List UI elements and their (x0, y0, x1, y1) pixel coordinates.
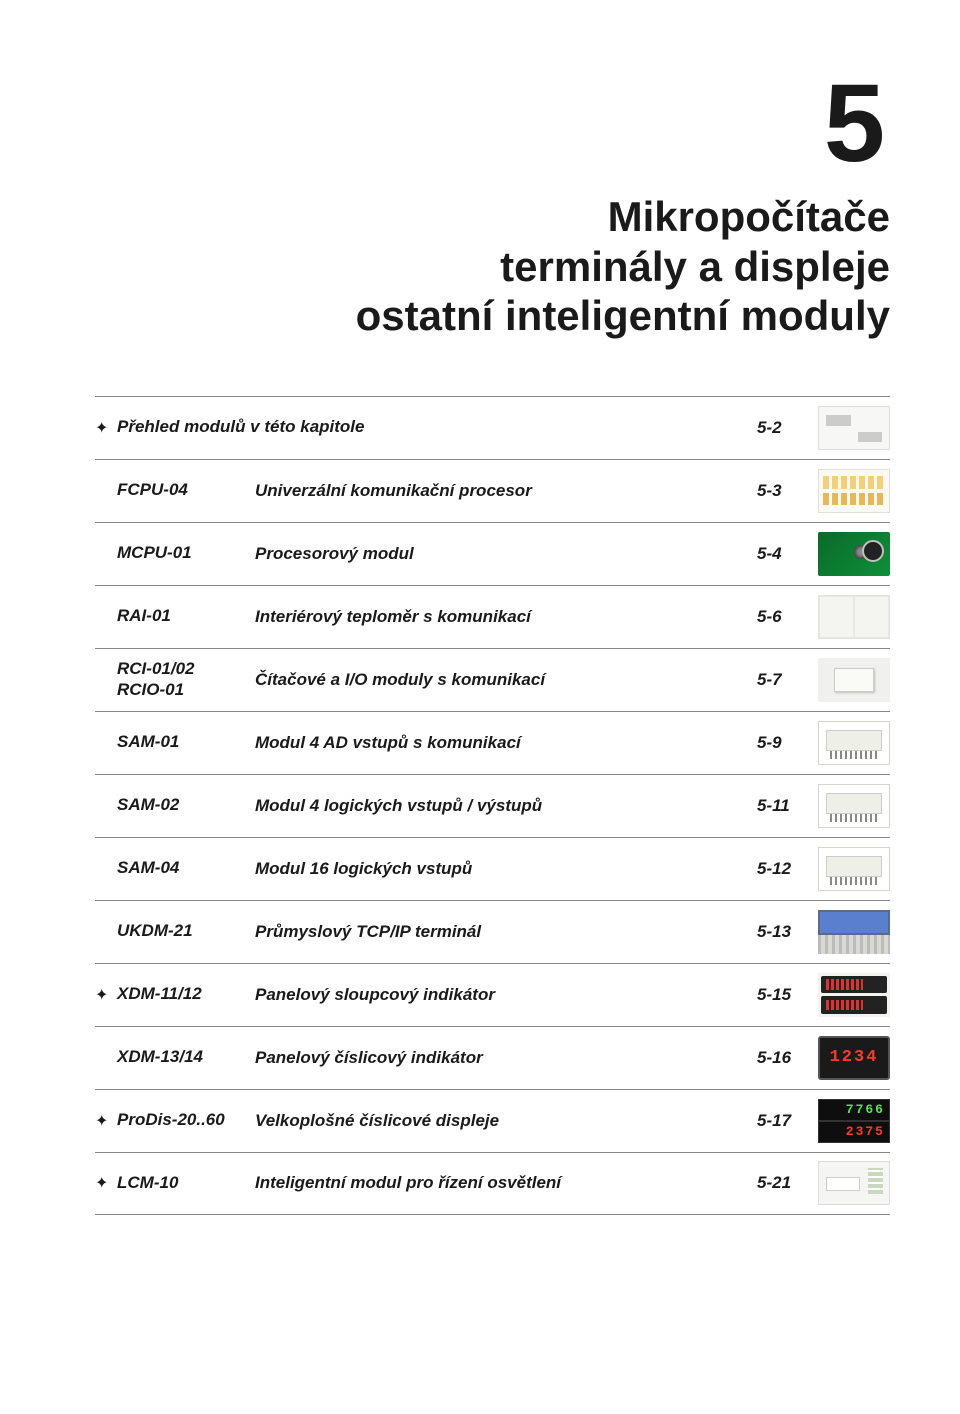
toc-page-number: 5-3 (757, 481, 812, 501)
toc-page-number: 5-17 (757, 1111, 812, 1131)
toc-page-number: 5-7 (757, 670, 812, 690)
toc-description: Průmyslový TCP/IP terminál (255, 922, 757, 942)
toc-page-number: 5-12 (757, 859, 812, 879)
toc-page-number: 5-2 (757, 418, 812, 438)
toc-page-number: 5-9 (757, 733, 812, 753)
toc-page-number: 5-6 (757, 607, 812, 627)
new-item-star-icon: ✦ (95, 1111, 117, 1131)
toc-model: ProDis-20..60 (117, 1110, 255, 1130)
toc-description: Modul 4 logických vstupů / výstupů (255, 796, 757, 816)
toc-model: RCI-01/02RCIO-01 (117, 659, 255, 700)
toc-model: MCPU-01 (117, 543, 255, 563)
toc-row: ✦ProDis-20..60Velkoplošné číslicové disp… (95, 1089, 890, 1152)
toc-thumbnail (818, 910, 890, 954)
toc-thumbnail: 77662375 (818, 1099, 890, 1143)
chapter-subtitle: Mikropočítače terminály a displeje ostat… (95, 192, 890, 341)
toc-model: Přehled modulů v této kapitole (117, 417, 757, 437)
toc-model: SAM-04 (117, 858, 255, 878)
toc-thumbnail (818, 658, 890, 702)
toc-row: SAM-02Modul 4 logických vstupů / výstupů… (95, 774, 890, 837)
toc-model: SAM-01 (117, 732, 255, 752)
toc-model: FCPU-04 (117, 480, 255, 500)
toc-thumbnail (818, 847, 890, 891)
toc-row: ✦LCM-10Inteligentní modul pro řízení osv… (95, 1152, 890, 1215)
toc-page-number: 5-4 (757, 544, 812, 564)
new-item-star-icon: ✦ (95, 418, 117, 438)
toc-thumbnail (818, 469, 890, 513)
toc-description: Čítačové a I/O moduly s komunikací (255, 670, 757, 690)
toc-page-number: 5-11 (757, 796, 812, 816)
toc-row: ✦Přehled modulů v této kapitole5-2 (95, 396, 890, 459)
toc-row: SAM-04Modul 16 logických vstupů5-12 (95, 837, 890, 900)
new-item-star-icon: ✦ (95, 1173, 117, 1193)
toc-model: UKDM-21 (117, 921, 255, 941)
table-of-contents: ✦Přehled modulů v této kapitole5-2FCPU-0… (95, 396, 890, 1215)
new-item-star-icon: ✦ (95, 985, 117, 1005)
toc-thumbnail (818, 532, 890, 576)
toc-page-number: 5-16 (757, 1048, 812, 1068)
toc-row: RAI-01Interiérový teploměr s komunikací5… (95, 585, 890, 648)
subtitle-line-1: Mikropočítače (608, 193, 890, 240)
toc-page-number: 5-13 (757, 922, 812, 942)
toc-thumbnail (818, 784, 890, 828)
toc-description: Interiérový teploměr s komunikací (255, 607, 757, 627)
toc-row: SAM-01Modul 4 AD vstupů s komunikací5-9 (95, 711, 890, 774)
toc-description: Procesorový modul (255, 544, 757, 564)
toc-model: RAI-01 (117, 606, 255, 626)
toc-row: ✦XDM-11/12Panelový sloupcový indikátor5-… (95, 963, 890, 1026)
toc-page-number: 5-21 (757, 1173, 812, 1193)
toc-thumbnail (818, 406, 890, 450)
toc-page-number: 5-15 (757, 985, 812, 1005)
toc-row: MCPU-01Procesorový modul5-4 (95, 522, 890, 585)
toc-thumbnail (818, 973, 890, 1017)
toc-model: XDM-13/14 (117, 1047, 255, 1067)
toc-row: XDM-13/14Panelový číslicový indikátor5-1… (95, 1026, 890, 1089)
toc-description: Velkoplošné číslicové displeje (255, 1111, 757, 1131)
subtitle-line-2: terminály a displeje (500, 243, 890, 290)
toc-model: SAM-02 (117, 795, 255, 815)
toc-description: Modul 16 logických vstupů (255, 859, 757, 879)
toc-row: FCPU-04Univerzální komunikační procesor5… (95, 459, 890, 522)
toc-description: Inteligentní modul pro řízení osvětlení (255, 1173, 757, 1193)
toc-description: Modul 4 AD vstupů s komunikací (255, 733, 757, 753)
toc-thumbnail (818, 721, 890, 765)
toc-row: UKDM-21Průmyslový TCP/IP terminál5-13 (95, 900, 890, 963)
toc-model: LCM-10 (117, 1173, 255, 1193)
toc-description: Panelový sloupcový indikátor (255, 985, 757, 1005)
toc-description: Univerzální komunikační procesor (255, 481, 757, 501)
subtitle-line-3: ostatní inteligentní moduly (356, 292, 890, 339)
toc-model: XDM-11/12 (117, 984, 255, 1004)
toc-thumbnail (818, 1161, 890, 1205)
toc-row: RCI-01/02RCIO-01Čítačové a I/O moduly s … (95, 648, 890, 711)
toc-description: Panelový číslicový indikátor (255, 1048, 757, 1068)
toc-thumbnail: 1234 (818, 1036, 890, 1080)
chapter-number: 5 (95, 60, 890, 187)
toc-thumbnail (818, 595, 890, 639)
